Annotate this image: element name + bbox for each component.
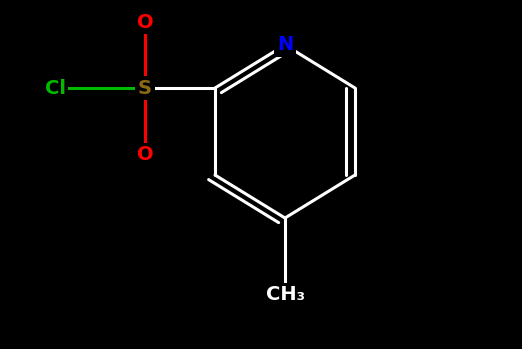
Text: CH₃: CH₃	[266, 285, 304, 304]
Text: O: O	[137, 13, 153, 31]
Text: N: N	[277, 36, 293, 54]
Text: O: O	[137, 146, 153, 164]
Text: S: S	[138, 79, 152, 97]
Text: Cl: Cl	[44, 79, 65, 97]
